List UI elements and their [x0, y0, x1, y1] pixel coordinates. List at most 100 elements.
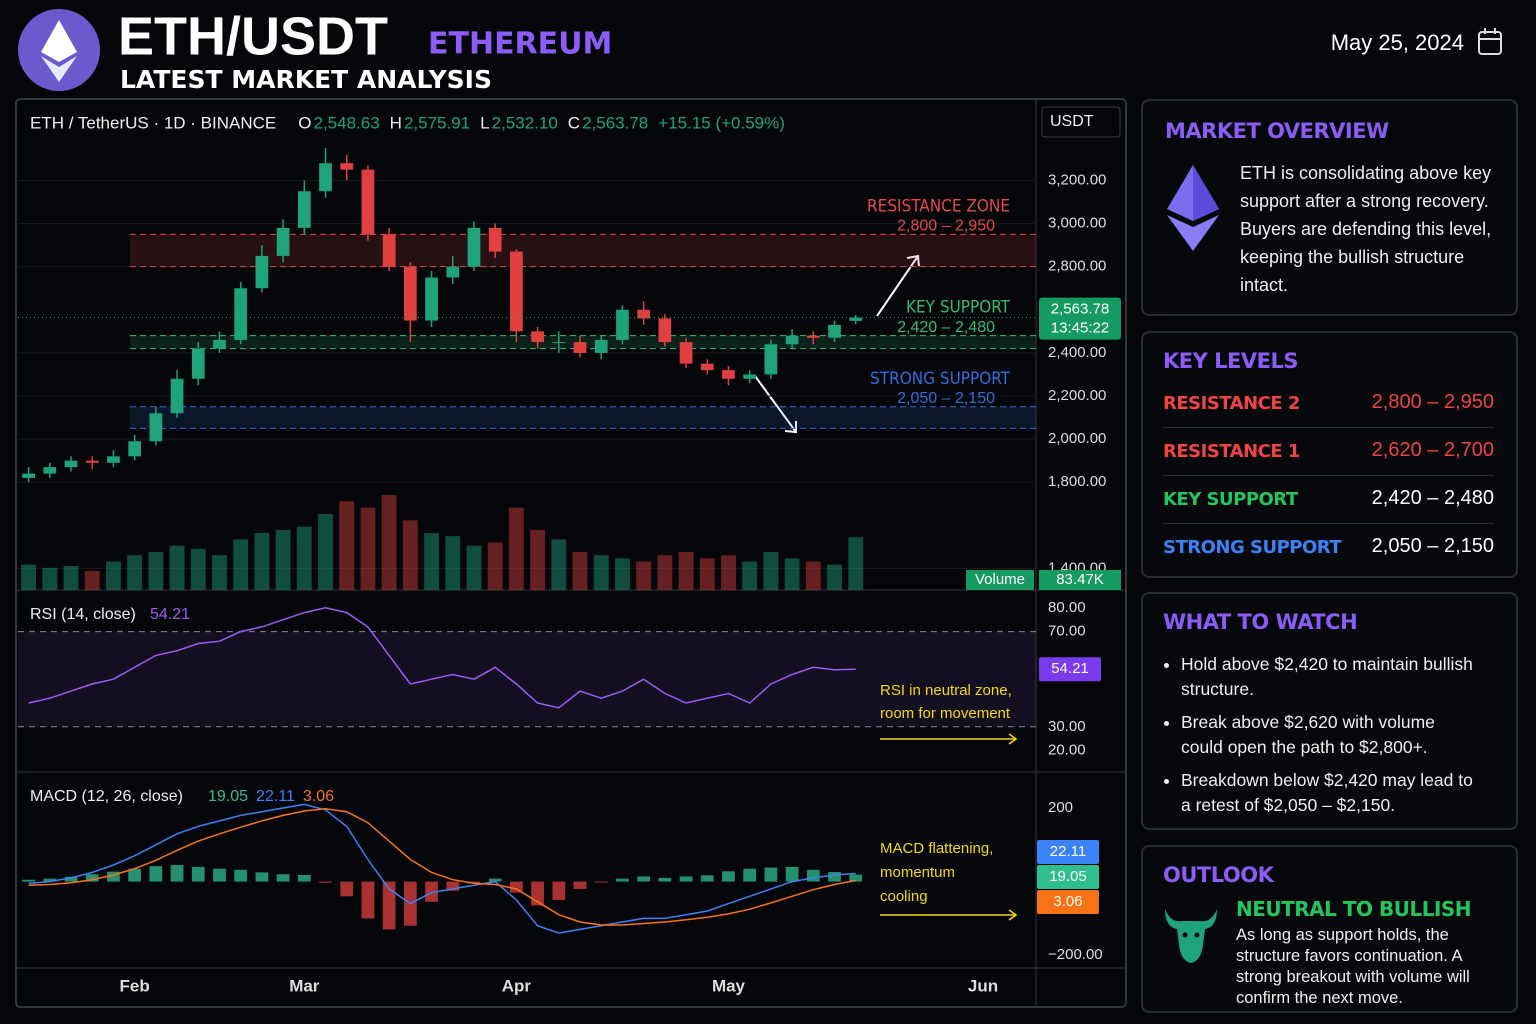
volume-bar: [212, 555, 227, 590]
candle-body: [446, 266, 460, 278]
symbol: ETH/USDT: [118, 6, 388, 66]
y-tick-label: 2,000.00: [1048, 430, 1106, 447]
level-row: STRONG SUPPORT 2,050 – 2,150: [1163, 523, 1494, 571]
volume-bar: [169, 545, 185, 590]
rsi-annotation: RSI in neutral zone,: [880, 682, 1012, 699]
y-tick-label: −200.00: [1048, 946, 1103, 963]
zone: [130, 406, 1036, 429]
y-tick-label: 1,800.00: [1048, 473, 1106, 490]
panel-title: MARKET OVERVIEW: [1165, 119, 1389, 143]
candle-body: [488, 227, 502, 252]
rsi-line: [28, 607, 856, 709]
volume-bar: [127, 555, 143, 590]
candle-body: [403, 266, 417, 321]
macd-hist-bar: [616, 878, 629, 882]
volume-bar: [487, 542, 503, 590]
macd-last-box: [1037, 890, 1099, 914]
candle-body: [22, 473, 35, 478]
macd-line: [28, 808, 856, 926]
macd-hist-bar: [467, 881, 481, 884]
last-price-box: [1039, 297, 1121, 340]
level-range: 2,800 – 2,950: [1371, 391, 1494, 413]
candle-body: [637, 309, 651, 319]
macd-hist-bar: [234, 869, 248, 882]
candle-body: [149, 413, 163, 442]
volume-title-box: [966, 570, 1034, 590]
rsi-last-box: [1039, 657, 1101, 682]
volume-bar: [805, 561, 821, 590]
x-tick-label: May: [712, 976, 746, 995]
candle-body: [255, 255, 269, 289]
level-row: RESISTANCE 1 2,620 – 2,700: [1163, 427, 1494, 476]
candle-body: [828, 324, 841, 338]
pane: [21, 495, 864, 590]
candle-body: [276, 227, 290, 256]
volume-bar: [402, 520, 418, 590]
candle-body: [297, 191, 311, 228]
macd-hist-bar: [319, 881, 332, 883]
macd-hist-bar: [191, 866, 205, 882]
volume-last: 83.47K: [1056, 571, 1104, 588]
ohlc-key: H: [390, 113, 402, 132]
volume-bar: [678, 552, 694, 590]
candle-body: [128, 441, 142, 457]
volume-title: Volume: [975, 571, 1025, 588]
macd-annotation: momentum: [880, 864, 955, 881]
level-range: 2,620 – 2,700: [1371, 439, 1494, 461]
zone-range: 2,050 – 2,150: [897, 390, 995, 407]
key-levels-panel: KEY LEVELS RESISTANCE 2 2,800 – 2,950 RES…: [1141, 331, 1518, 578]
rsi-last: 54.21: [1051, 660, 1089, 677]
level-range: 2,420 – 2,480: [1371, 487, 1494, 509]
candle-body: [361, 169, 375, 235]
panel-title: OUTLOOK: [1163, 863, 1274, 887]
macd-hist-bar: [573, 881, 587, 889]
candle-body: [213, 339, 226, 349]
volume-bar: [360, 507, 376, 590]
ohlc-value: 2,548.63: [313, 113, 379, 132]
annotation-arrows: [880, 733, 1018, 921]
macd-hist-bar: [700, 875, 714, 882]
macd-hist-bar: [722, 871, 735, 882]
level-range: 2,050 – 2,150: [1371, 535, 1494, 557]
macd-hist-bar: [22, 879, 35, 882]
macd-hist-bar: [128, 868, 142, 882]
zone-name: KEY SUPPORT: [906, 298, 1011, 318]
macd-hist-bar: [255, 872, 269, 882]
macd-hist-bar: [43, 878, 57, 882]
volume-last-box: [1039, 570, 1121, 590]
candle-body: [552, 342, 566, 344]
candle-body: [467, 227, 481, 267]
rsi-title: RSI (14, close): [30, 606, 136, 623]
volume-bar: [381, 495, 397, 590]
macd-hist-bar: [297, 874, 311, 882]
candle-body: [743, 374, 757, 379]
eth-logo-top: [41, 20, 77, 62]
pane: [18, 179, 1036, 569]
macd-last: 3.06: [1053, 893, 1082, 910]
zone-name: STRONG SUPPORT: [870, 369, 1011, 389]
bull-icon: [1165, 909, 1217, 963]
macd-annotation: cooling: [880, 888, 928, 905]
volume-bar: [466, 545, 482, 590]
volume-bar: [318, 514, 333, 590]
volume-bar: [42, 567, 58, 590]
level-name: KEY SUPPORT: [1163, 489, 1298, 510]
chart-title: ETH / TetherUS · 1D · BINANCE: [30, 113, 276, 132]
ohlc-key: C: [568, 113, 580, 132]
candle-body: [85, 460, 99, 463]
y-tick-label: 2,400.00: [1048, 344, 1106, 361]
subtitle: LATEST MARKET ANALYSIS: [120, 65, 492, 94]
volume-bar: [445, 536, 461, 590]
candle-body: [700, 363, 714, 371]
last-price: 2,563.78: [1051, 301, 1109, 318]
pane: [22, 148, 863, 483]
candle-body: [107, 456, 120, 463]
candle-body: [658, 318, 672, 343]
volume-bar: [615, 558, 630, 590]
candle-body: [340, 163, 354, 170]
macd-hist-bar: [446, 881, 460, 891]
candle-body: [594, 339, 608, 353]
macd-hist-bar: [828, 872, 841, 882]
